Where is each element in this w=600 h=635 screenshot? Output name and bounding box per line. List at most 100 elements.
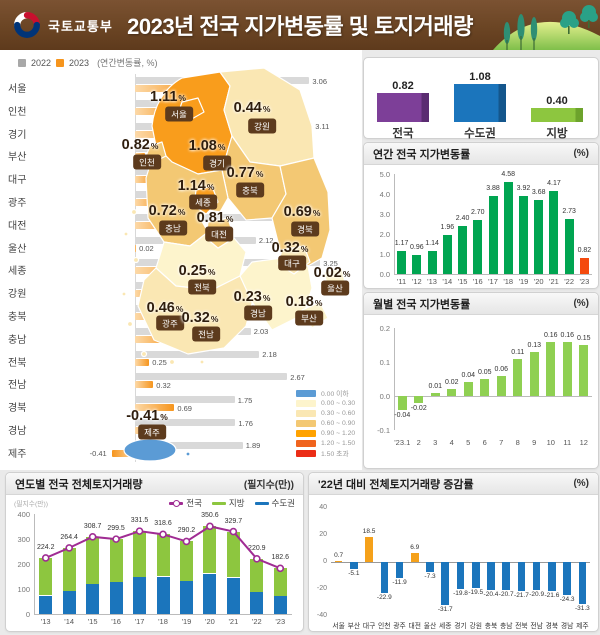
map-value-chungnam: 0.72% xyxy=(148,203,186,219)
annual-xlabel: '16 xyxy=(472,277,483,286)
summary-value: 1.08 xyxy=(469,71,491,84)
monthly-xlabel: 11 xyxy=(563,438,572,447)
change-xlabel: 서울 xyxy=(332,623,345,630)
bar-2023 xyxy=(135,85,199,92)
annual-value: 3.68 xyxy=(531,189,546,197)
monthly-xlabel: 6 xyxy=(482,438,487,447)
volume-bar-local xyxy=(39,557,53,596)
annual-ytick: 1.0 xyxy=(379,250,390,259)
region-label: 부산 xyxy=(8,152,27,164)
value-2022: 1.89 xyxy=(245,441,261,451)
volume-ytick: 300 xyxy=(17,535,30,544)
annual-bar-'11 xyxy=(397,250,407,274)
volume-total: 224.2 xyxy=(36,543,55,551)
map-legend-row: 0.30 ~ 0.60 xyxy=(296,408,355,418)
percent-sign: % xyxy=(300,244,309,254)
monthly-value: -0.04 xyxy=(394,411,411,419)
summary-label: 수도권 xyxy=(464,128,496,140)
volume-bar-local xyxy=(273,568,287,596)
annual-xlabel: '18 xyxy=(503,277,514,286)
header: 국토교통부 2023년 전국 지가변동률 및 토지거래량 xyxy=(0,0,600,50)
monthly-xlabel: 10 xyxy=(546,438,555,447)
annual-axis-y xyxy=(394,174,395,274)
monthly-ytick: 0.1 xyxy=(379,358,390,367)
change-title-bar: '22년 대비 전체토지거래량 증감률 (%) xyxy=(309,473,598,495)
change-value: -5.1 xyxy=(348,569,360,577)
annual-bar-chart: 5.0 4.0 3.0 2.0 1.0 0.0 1.17 '11 0.96 '12 1.14 '13 1… xyxy=(364,164,598,288)
map-legend-swatch xyxy=(296,449,316,457)
monthly-value: -0.02 xyxy=(410,404,427,412)
map-region-gyeongbuk xyxy=(271,157,331,267)
annual-xlabel: '14 xyxy=(442,277,453,286)
volume-bar-local xyxy=(62,547,76,591)
monthly-xlabel: 3 xyxy=(433,438,438,447)
annual-bar-'17 xyxy=(488,196,498,274)
map-badge-daegu: 대구 xyxy=(278,255,306,271)
map-value-sejong: 1.14% xyxy=(177,178,215,194)
map-badge-jeonnam: 전남 xyxy=(192,326,220,342)
monthly-bar-11 xyxy=(562,341,572,396)
percent-sign: % xyxy=(178,93,186,103)
bar-2022 xyxy=(135,373,288,381)
value-2022: 2.67 xyxy=(290,372,305,382)
monthly-bar-9 xyxy=(529,351,539,396)
volume-total: 182.6 xyxy=(271,554,290,562)
volume-xlabel: '17 xyxy=(134,617,145,626)
map-legend-swatch xyxy=(296,389,316,397)
volume-legend-marker xyxy=(254,501,269,505)
percent-sign: % xyxy=(206,182,215,192)
annual-value: 1.14 xyxy=(425,240,439,248)
region-label: 대전 xyxy=(8,220,27,232)
change-bar-전북 xyxy=(517,562,526,592)
annual-bar-'21 xyxy=(549,190,559,274)
map-legend-label: 0.00 ~ 0.30 xyxy=(321,399,356,407)
map-legend-label: 0.90 ~ 1.20 xyxy=(321,429,356,437)
monthly-value: 0.13 xyxy=(527,341,542,349)
annual-ytick: 2.0 xyxy=(379,230,390,239)
monthly-xlabel: '23.1 xyxy=(394,438,411,447)
map-legend-row: 0.90 ~ 1.20 xyxy=(296,428,355,438)
bar-2022 xyxy=(135,213,282,221)
monthly-bar-8 xyxy=(513,358,523,396)
change-ytick: 0 xyxy=(323,558,327,565)
map-legend-swatch xyxy=(296,399,316,407)
map-value-gyeongbuk: 0.69% xyxy=(283,204,321,220)
annual-title: 연간 전국 지가변동률 xyxy=(373,148,471,161)
map-legend-row: 0.00 ~ 0.30 xyxy=(296,398,355,408)
change-bar-강원 xyxy=(471,562,480,589)
summary-label: 지방 xyxy=(546,128,568,140)
summary-value: 0.40 xyxy=(546,95,568,107)
monthly-bar-'23.1 xyxy=(397,396,407,410)
volume-total: 290.2 xyxy=(177,527,196,535)
change-bar-서울 xyxy=(334,561,343,562)
volume-total: 331.5 xyxy=(130,517,149,525)
monthly-bar-3 xyxy=(430,392,440,396)
region-label: 울산 xyxy=(8,243,27,255)
map-badge-gangwon: 강원 xyxy=(248,118,276,134)
value-2023: 0.69 xyxy=(177,403,192,413)
map-value-gwangju: 0.46% xyxy=(146,300,184,316)
region-label: 제주 xyxy=(8,448,27,460)
annual-value: 3.92 xyxy=(516,184,531,192)
change-xlabel: 인천 xyxy=(378,623,391,630)
annual-bar-'20 xyxy=(534,200,544,274)
map-badge-ulsan: 울산 xyxy=(321,280,349,296)
map-badge-gwangju: 광주 xyxy=(156,315,184,331)
value-2022: 2.12 xyxy=(258,236,274,246)
annual-bar-'13 xyxy=(427,251,437,274)
change-bar-경기 xyxy=(456,562,465,589)
volume-bar-capital xyxy=(226,577,240,614)
annual-bar-'12 xyxy=(412,254,422,274)
value-2022: 2.18 xyxy=(262,350,277,360)
region-label: 경기 xyxy=(8,129,27,141)
region-label: 전북 xyxy=(8,357,27,369)
monthly-xlabel: 7 xyxy=(499,438,504,447)
region-label: 대구 xyxy=(8,175,27,187)
map-legend-swatch xyxy=(296,409,316,417)
volume-axis-y xyxy=(34,514,35,614)
percent-sign: % xyxy=(342,269,351,279)
map-legend-row: 1.20 ~ 1.50 xyxy=(296,438,355,448)
monthly-value: 0.06 xyxy=(494,365,509,373)
volume-panel: 연도별 전국 전체토지거래량 (필지수(만)) (필지수(만)) 전국 지방 수도권 4… xyxy=(5,472,304,632)
map-badge-seoul: 서울 xyxy=(165,106,193,122)
